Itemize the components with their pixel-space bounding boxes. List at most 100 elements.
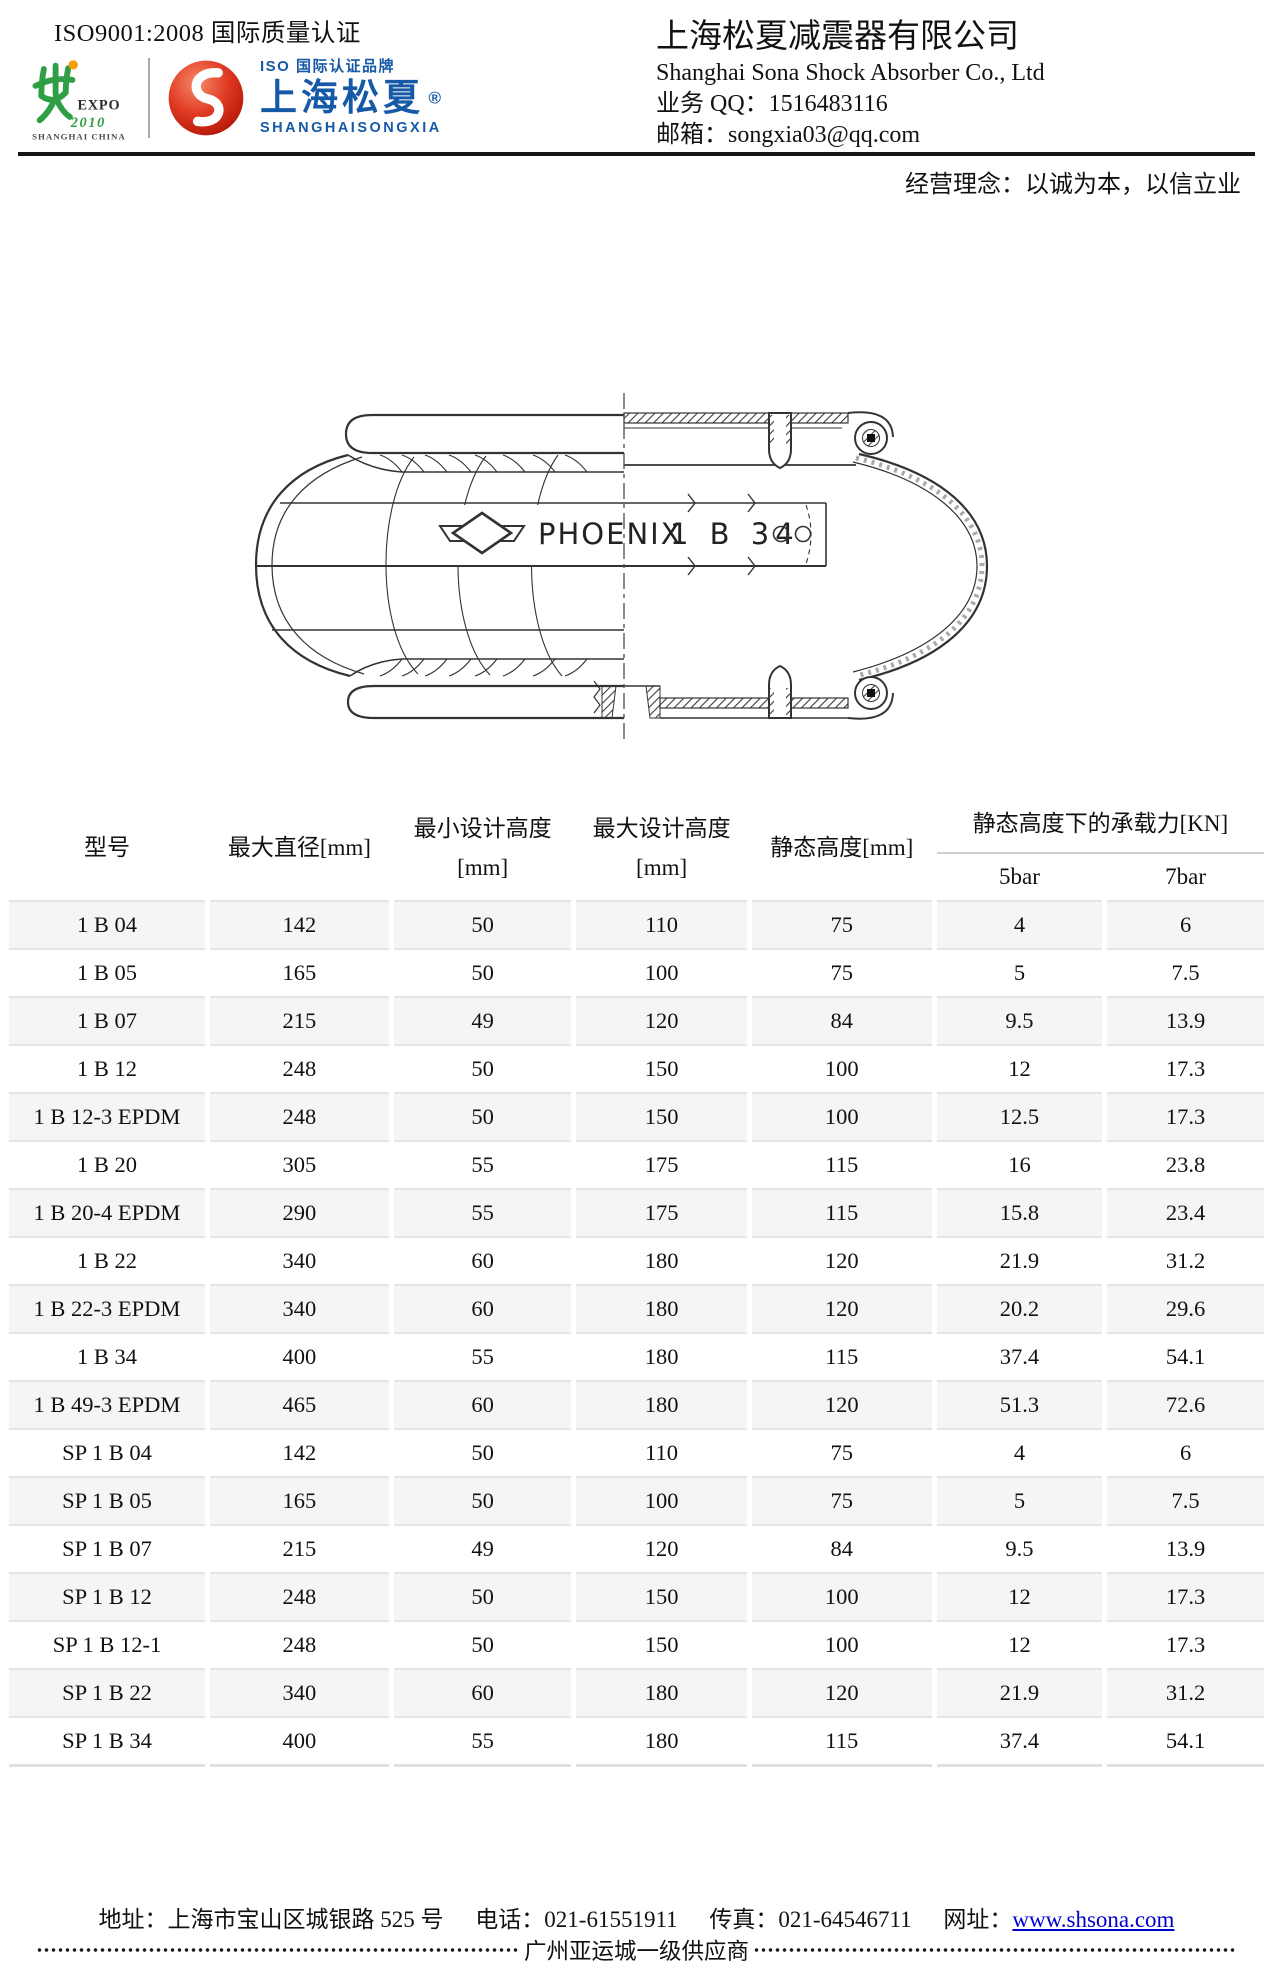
table-row: SP 1 B 04 142 50 110 75 4 6 [9,1428,1264,1476]
cell-max-design-height: 180 [576,1236,747,1284]
expo-figure-icon [32,62,76,124]
cell-load-7bar: 13.9 [1107,1524,1264,1572]
cell-static-height: 120 [751,1284,932,1332]
cell-min-design-height: 50 [393,1620,572,1668]
cell-load-5bar: 5 [936,948,1103,996]
cell-max-design-height: 150 [576,1620,747,1668]
registered-mark: ® [428,88,441,108]
spec-table: 型号 最大直径[mm] 最小设计高度 [mm] 最大设计高度 [mm] 静态高度… [4,790,1269,1767]
cell-static-height: 100 [751,1044,932,1092]
cell-model: 1 B 07 [9,996,205,1044]
cell-model: 1 B 05 [9,948,205,996]
cell-max-design-height: 120 [576,1524,747,1572]
col-header-model: 型号 [9,790,205,900]
cell-static-height: 115 [751,1716,932,1767]
cell-max-diameter: 215 [210,1524,389,1572]
expo-country: SHANGHAI CHINA [32,132,126,142]
footer-phone: 电话：021-61551911 [475,1907,678,1932]
table-row: SP 1 B 34 400 55 180 115 37.4 54.1 [9,1716,1264,1767]
cell-load-5bar: 37.4 [936,1332,1103,1380]
cell-model: SP 1 B 12-1 [9,1620,205,1668]
cell-max-design-height: 180 [576,1332,747,1380]
cell-model: SP 1 B 34 [9,1716,205,1767]
dotted-leader-left [36,1947,520,1953]
supplier-banner-text: 广州亚运城一级供应商 [524,1939,750,1964]
songxia-ball-icon [168,60,244,136]
table-row: SP 1 B 05 165 50 100 75 5 7.5 [9,1476,1264,1524]
cell-load-5bar: 15.8 [936,1188,1103,1236]
cell-max-diameter: 340 [210,1284,389,1332]
cell-min-design-height: 50 [393,1092,572,1140]
header-rule [18,152,1255,156]
cell-min-design-height: 50 [393,1044,572,1092]
cell-min-design-height: 50 [393,1428,572,1476]
cell-load-7bar: 54.1 [1107,1332,1264,1380]
cell-min-design-height: 55 [393,1332,572,1380]
table-row: 1 B 22 340 60 180 120 21.9 31.2 [9,1236,1264,1284]
cell-static-height: 115 [751,1140,932,1188]
expo-label: EXPO [77,97,120,113]
cell-max-diameter: 305 [210,1140,389,1188]
cell-load-5bar: 12 [936,1620,1103,1668]
table-row: 1 B 12 248 50 150 100 12 17.3 [9,1044,1264,1092]
cell-load-7bar: 7.5 [1107,1476,1264,1524]
cell-load-7bar: 6 [1107,1428,1264,1476]
cell-max-diameter: 142 [210,900,389,948]
cell-model: SP 1 B 04 [9,1428,205,1476]
cell-max-diameter: 248 [210,1572,389,1620]
cell-load-7bar: 17.3 [1107,1572,1264,1620]
cell-load-7bar: 54.1 [1107,1716,1264,1767]
cell-model: 1 B 04 [9,900,205,948]
cell-max-design-height: 150 [576,1092,747,1140]
cell-model: 1 B 22-3 EPDM [9,1284,205,1332]
cell-model: 1 B 22 [9,1236,205,1284]
table-row: SP 1 B 12 248 50 150 100 12 17.3 [9,1572,1264,1620]
cell-min-design-height: 60 [393,1380,572,1428]
spec-table-body: 1 B 04 142 50 110 75 4 6 1 B 05 165 50 100 75 5 7.5 1 … [9,900,1264,1767]
footer-contact-line: 地址：上海市宝山区城银路 525 号 电话：021-61551911 传真：02… [0,1900,1273,1934]
drawing-brand-text: PHOENIX [538,517,683,551]
footer-web-link[interactable]: www.shsona.com [1012,1907,1175,1932]
table-row: 1 B 22-3 EPDM 340 60 180 120 20.2 29.6 [9,1284,1264,1332]
cell-load-7bar: 17.3 [1107,1620,1264,1668]
cell-load-7bar: 7.5 [1107,948,1264,996]
cell-load-5bar: 21.9 [936,1668,1103,1716]
table-row: 1 B 05 165 50 100 75 5 7.5 [9,948,1264,996]
table-row: 1 B 49-3 EPDM 465 60 180 120 51.3 72.6 [9,1380,1264,1428]
cell-static-height: 120 [751,1380,932,1428]
cell-max-diameter: 400 [210,1716,389,1767]
cell-static-height: 75 [751,948,932,996]
cell-load-7bar: 23.4 [1107,1188,1264,1236]
cell-min-design-height: 50 [393,948,572,996]
cell-static-height: 115 [751,1332,932,1380]
cell-max-diameter: 465 [210,1380,389,1428]
cell-model: SP 1 B 12 [9,1572,205,1620]
cell-load-5bar: 4 [936,900,1103,948]
cell-max-diameter: 248 [210,1092,389,1140]
col-header-7bar: 7bar [1107,854,1264,900]
footer-web-label: 网址： [943,1907,1013,1932]
cell-load-5bar: 16 [936,1140,1103,1188]
cell-min-design-height: 55 [393,1140,572,1188]
cell-load-7bar: 23.8 [1107,1140,1264,1188]
cell-load-5bar: 12.5 [936,1092,1103,1140]
cell-model: 1 B 34 [9,1332,205,1380]
cell-load-5bar: 37.4 [936,1716,1103,1767]
expo-2010-logo: EXPO 2010 SHANGHAI CHINA [32,60,126,142]
cell-static-height: 100 [751,1092,932,1140]
col-header-max-design-height-line2: [mm] [636,855,688,880]
cell-min-design-height: 55 [393,1188,572,1236]
cell-load-7bar: 6 [1107,900,1264,948]
cell-load-5bar: 21.9 [936,1236,1103,1284]
cell-static-height: 120 [751,1668,932,1716]
cell-max-diameter: 142 [210,1428,389,1476]
iso-certification-text: ISO9001:2008 国际质量认证 [54,20,361,47]
company-name-en: Shanghai Sona Shock Absorber Co., Ltd [656,60,1045,87]
cell-max-diameter: 290 [210,1188,389,1236]
footer-web-segment: 网址：www.shsona.com [943,1907,1174,1932]
cell-min-design-height: 50 [393,1476,572,1524]
cell-static-height: 100 [751,1572,932,1620]
col-header-min-design-height-line1: 最小设计高度 [413,816,552,841]
cell-load-7bar: 17.3 [1107,1092,1264,1140]
